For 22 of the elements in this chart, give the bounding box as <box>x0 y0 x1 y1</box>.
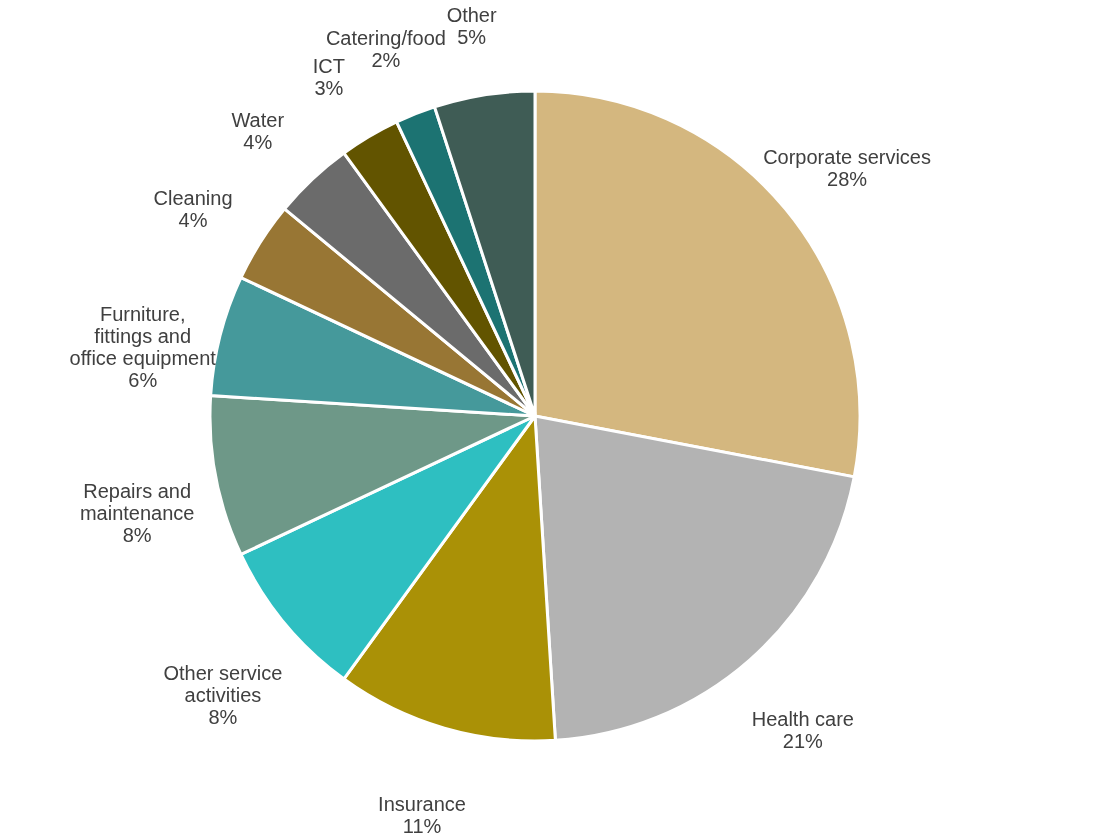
slice-label: Other <box>446 3 497 26</box>
slice-label: Insurance <box>378 792 466 815</box>
data-label: 8% <box>208 706 238 729</box>
slice-label: Other service activities <box>163 662 283 707</box>
slice-label: Repairs and maintenance <box>79 479 195 524</box>
data-label: 28% <box>827 167 868 190</box>
slice-label: Catering/food <box>325 27 446 50</box>
slice-label: Water <box>231 108 285 131</box>
data-label: 3% <box>314 77 344 100</box>
data-label: 6% <box>128 369 158 392</box>
data-label: 4% <box>178 208 208 231</box>
data-label: 5% <box>457 25 487 48</box>
data-label: 11% <box>402 814 442 837</box>
data-label: 2% <box>371 49 401 72</box>
slice-label: Corporate services <box>763 145 931 168</box>
data-label: 8% <box>122 523 152 546</box>
data-label: 4% <box>243 130 273 153</box>
data-label: 21% <box>782 729 824 752</box>
slice-label: ICT <box>312 55 345 78</box>
slice-label: Health care <box>751 707 854 730</box>
slice-label: Furniture, fittings and office equipment <box>69 303 217 370</box>
slice-label: Cleaning <box>153 186 233 209</box>
